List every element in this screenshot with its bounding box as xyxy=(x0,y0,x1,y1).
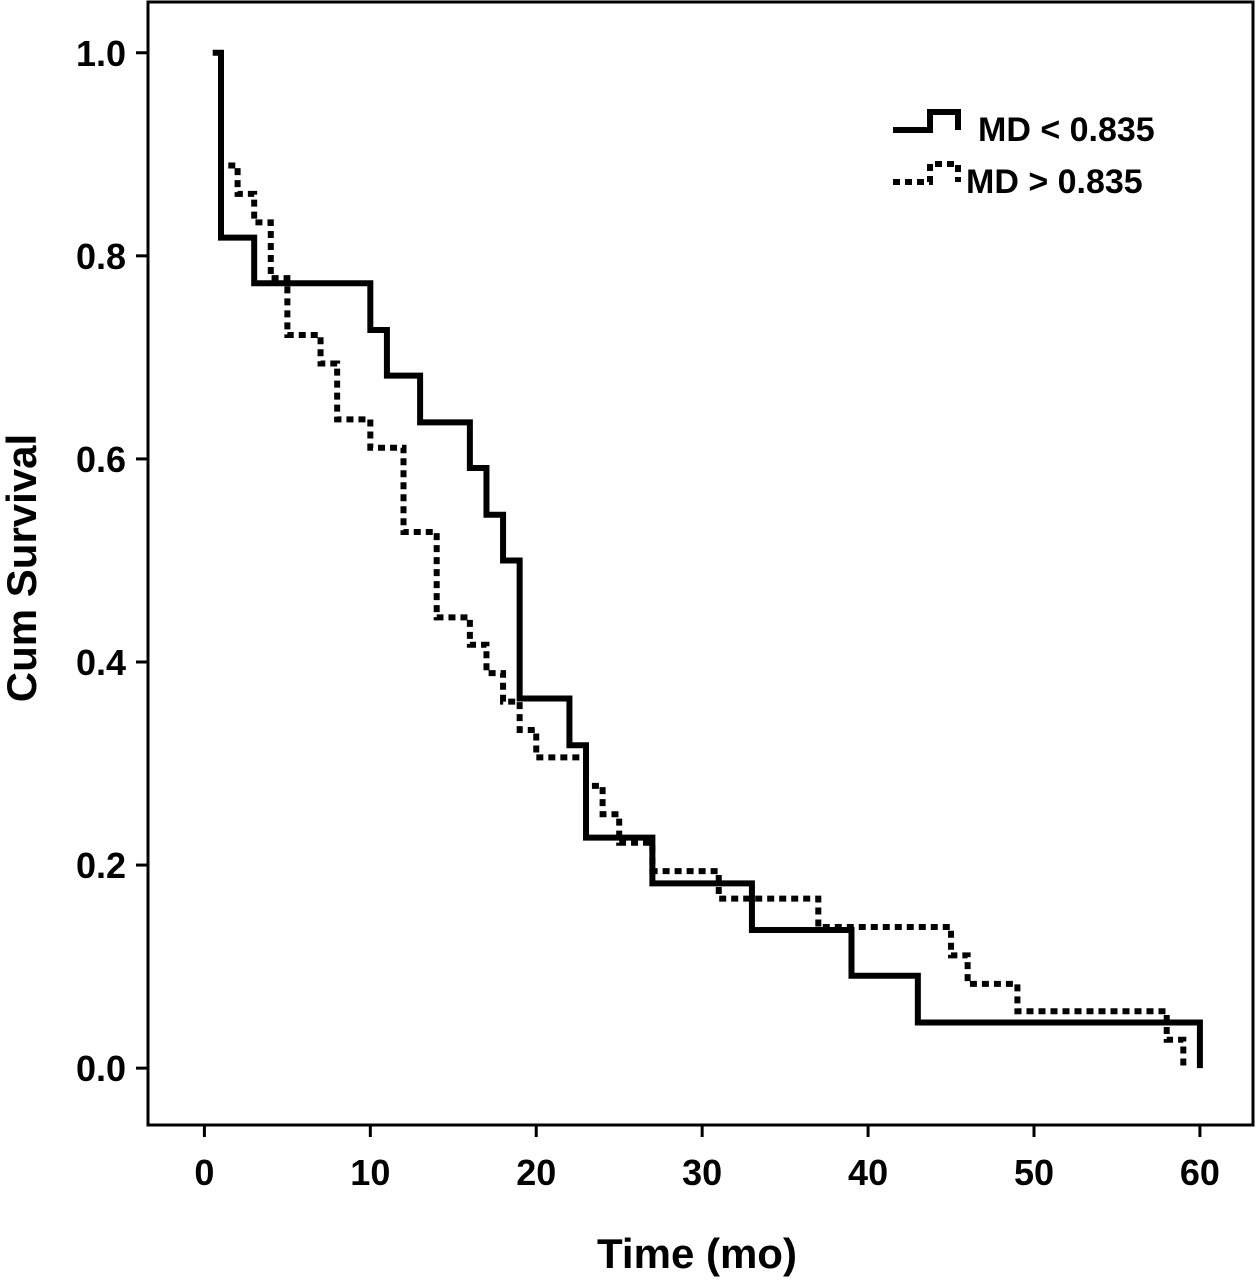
x-tick-label: 50 xyxy=(1014,1152,1054,1193)
legend-label-md-below: MD < 0.835 xyxy=(978,111,1155,149)
x-tick-label: 30 xyxy=(682,1152,722,1193)
y-tick-label: 1.0 xyxy=(76,33,126,74)
legend-swatch-md-above xyxy=(893,161,961,185)
x-tick-label: 60 xyxy=(1180,1152,1220,1193)
legend-label-md-above: MD > 0.835 xyxy=(966,163,1143,201)
y-tick-label: 0.2 xyxy=(76,845,126,886)
x-tick-label: 20 xyxy=(516,1152,556,1193)
plot-frame xyxy=(146,0,1255,1127)
x-axis: 0 10 20 30 40 50 60 xyxy=(194,1125,1220,1193)
legend: MD < 0.835 MD > 0.835 xyxy=(893,109,1155,201)
y-tick-label: 0.8 xyxy=(76,236,126,277)
y-tick-label: 0.6 xyxy=(76,439,126,480)
y-axis-label: Cum Survival xyxy=(0,434,45,702)
x-axis-label: Time (mo) xyxy=(597,1230,797,1277)
x-tick-label: 10 xyxy=(350,1152,390,1193)
y-tick-label: 0.0 xyxy=(76,1048,126,1089)
x-tick-label: 40 xyxy=(848,1152,888,1193)
series-line-md-below xyxy=(212,49,1203,1069)
x-tick-label: 0 xyxy=(194,1152,214,1193)
legend-swatch-md-below xyxy=(893,109,961,133)
series-layer xyxy=(212,49,1203,1069)
series-line-md-above xyxy=(218,52,1187,1069)
y-axis: 0.0 0.2 0.4 0.6 0.8 1.0 xyxy=(76,33,148,1089)
y-tick-label: 0.4 xyxy=(76,642,126,683)
